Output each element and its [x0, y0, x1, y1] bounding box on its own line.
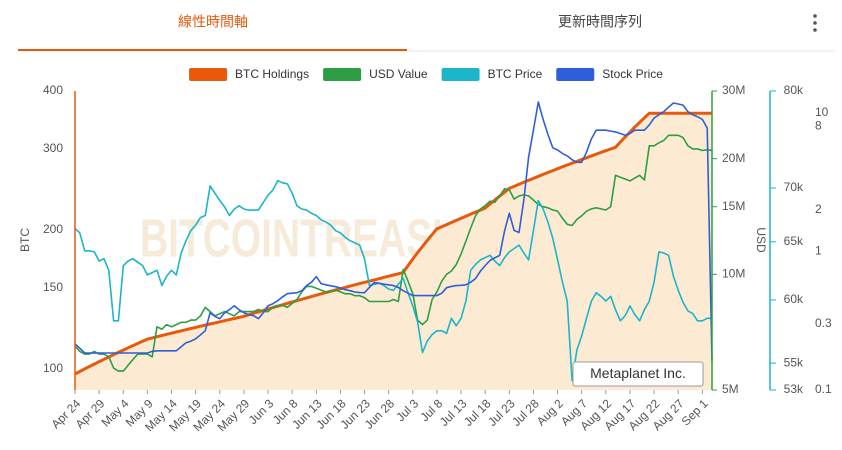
legend-label: USD Value [369, 67, 428, 81]
legend-label: BTC Price [488, 67, 543, 81]
legend-label: Stock Price [602, 67, 663, 81]
legend-swatch [189, 68, 228, 81]
tick-label: 100 [43, 361, 63, 375]
x-tick-label: Aug 2 [534, 396, 566, 428]
annotation: Metaplanet Inc. [590, 365, 686, 381]
x-tick-label: Sep 1 [679, 396, 711, 428]
tick-label: 200 [43, 222, 63, 236]
tick-label: 55k [784, 355, 804, 369]
tick-label: 2 [815, 202, 822, 216]
line [74, 101, 713, 362]
tick-label: 0.3 [815, 316, 832, 330]
tick-label: 10M [722, 267, 745, 281]
tick-label: 300 [43, 141, 63, 155]
legend-swatch [556, 68, 595, 81]
annotation-box [572, 361, 704, 387]
line [74, 179, 712, 382]
tick-label: 400 [43, 83, 63, 97]
menu-button[interactable] [813, 14, 817, 32]
tick-label: 80k [784, 83, 804, 97]
tick-label: 70k [784, 180, 804, 194]
tick-label: 15M [722, 199, 745, 213]
x-tick-label: Jun 3 [246, 396, 277, 427]
y2-axis-title: USD [754, 227, 768, 253]
legend-swatch [441, 68, 480, 81]
tick-label: 8 [815, 119, 822, 133]
tick-label: 60k [784, 292, 804, 306]
tick-label: 53k [784, 382, 804, 396]
tick-label: 20M [722, 151, 745, 165]
x-tick-label: Jul 28 [509, 396, 542, 429]
area [75, 113, 712, 390]
tick-label: 0.1 [815, 382, 832, 396]
tick-label: 30M [722, 83, 745, 97]
line [74, 134, 713, 372]
tab-active[interactable]: 線性時間軸 [178, 14, 248, 30]
tick-label: 65k [784, 234, 804, 248]
plot [74, 101, 713, 390]
line [74, 111, 712, 376]
tick-label: 150 [43, 280, 63, 294]
legend-label: BTC Holdings [235, 67, 309, 81]
legend-swatch [323, 68, 362, 81]
y-axis-title: BTC [18, 228, 32, 252]
tick-label: 5M [722, 382, 739, 396]
tick-label: 1 [815, 244, 822, 258]
x-tick-label: Jul 3 [393, 396, 421, 424]
tab[interactable]: 更新時間序列 [558, 14, 642, 30]
tick-label: 10 [815, 105, 829, 119]
